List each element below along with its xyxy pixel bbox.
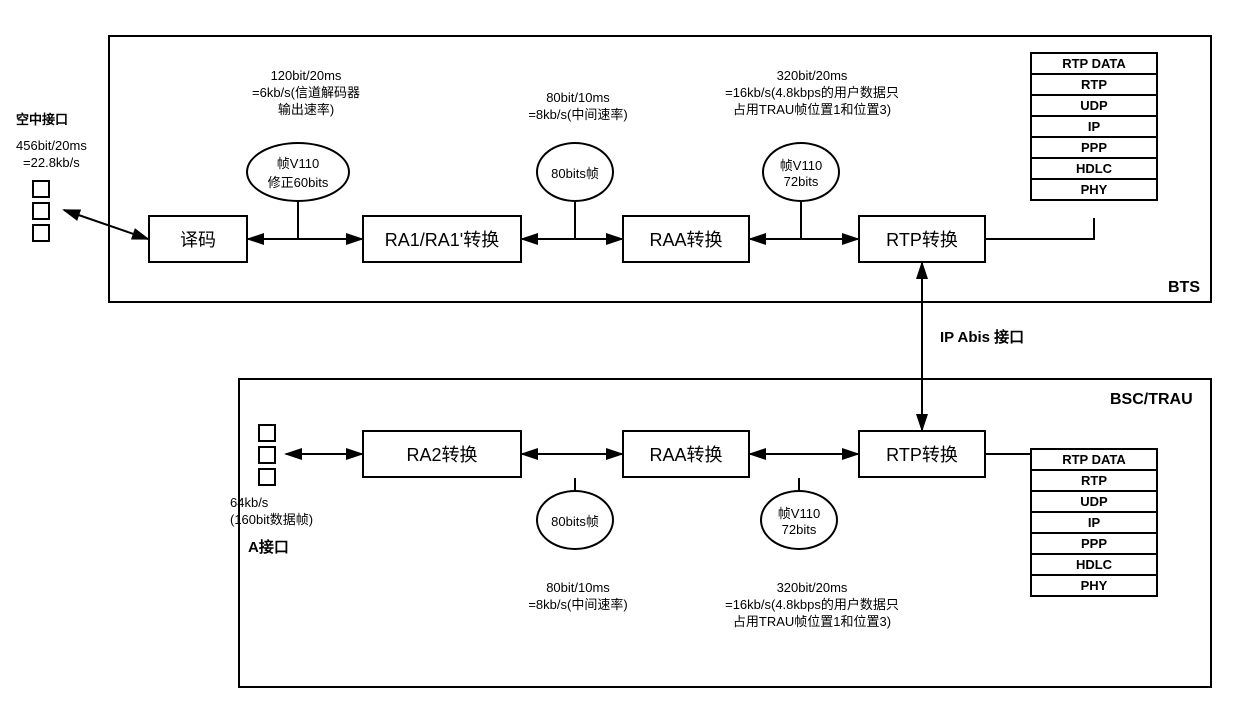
stack-row: HDLC <box>1032 555 1156 576</box>
air-slot-3 <box>32 224 50 242</box>
air-if-title: 空中接口 <box>16 112 68 129</box>
bts-anno-1: 120bit/20ms =6kb/s(信道解码器 输出速率) <box>216 68 396 119</box>
rtp2-box: RTP转换 <box>858 430 986 478</box>
stack-row: HDLC <box>1032 159 1156 180</box>
stack-row: RTP <box>1032 75 1156 96</box>
raa1-box: RAA转换 <box>622 215 750 263</box>
stack-row: UDP <box>1032 96 1156 117</box>
decode-box: 译码 <box>148 215 248 263</box>
stack-row: IP <box>1032 513 1156 534</box>
a-if-rate: 64kb/s (160bit数据帧) <box>230 495 313 529</box>
air-slot-2 <box>32 202 50 220</box>
abis-label: IP Abis 接口 <box>940 328 1024 348</box>
a-if-title: A接口 <box>248 538 289 558</box>
bsc-ellipse-80bits: 80bits帧 <box>536 490 614 550</box>
stack-row: UDP <box>1032 492 1156 513</box>
bts-anno-3: 320bit/20ms =16kb/s(4.8kbps的用户数据只 占用TRAU… <box>702 68 922 119</box>
ra2-box: RA2转换 <box>362 430 522 478</box>
stack-row: RTP DATA <box>1032 450 1156 471</box>
stack-row: IP <box>1032 117 1156 138</box>
bsc-title: BSC/TRAU <box>1110 390 1193 411</box>
bts-ellipse-80bits: 80bits帧 <box>536 142 614 202</box>
protocol-stack-bts: RTP DATA RTP UDP IP PPP HDLC PHY <box>1030 52 1158 201</box>
stack-row: PPP <box>1032 534 1156 555</box>
bts-anno-2: 80bit/10ms =8kb/s(中间速率) <box>498 90 658 124</box>
a-slot-1 <box>258 424 276 442</box>
ra1-box: RA1/RA1'转换 <box>362 215 522 263</box>
stack-row: RTP <box>1032 471 1156 492</box>
a-slot-3 <box>258 468 276 486</box>
bts-ellipse-v110-72: 帧V110 72bits <box>762 142 840 202</box>
stack-row: PHY <box>1032 180 1156 199</box>
bsc-ellipse-v110-72: 帧V110 72bits <box>760 490 838 550</box>
air-slot-1 <box>32 180 50 198</box>
stack-row: RTP DATA <box>1032 54 1156 75</box>
raa2-box: RAA转换 <box>622 430 750 478</box>
bsc-anno-3: 320bit/20ms =16kb/s(4.8kbps的用户数据只 占用TRAU… <box>702 580 922 631</box>
protocol-stack-bsc: RTP DATA RTP UDP IP PPP HDLC PHY <box>1030 448 1158 597</box>
rtp1-box: RTP转换 <box>858 215 986 263</box>
stack-row: PPP <box>1032 138 1156 159</box>
stack-row: PHY <box>1032 576 1156 595</box>
air-if-rate: 456bit/20ms =22.8kb/s <box>16 138 87 172</box>
bsc-anno-2: 80bit/10ms =8kb/s(中间速率) <box>498 580 658 614</box>
bts-ellipse-v110-60: 帧V110 修正60bits <box>246 142 350 202</box>
a-slot-2 <box>258 446 276 464</box>
bts-title: BTS <box>1168 278 1200 299</box>
